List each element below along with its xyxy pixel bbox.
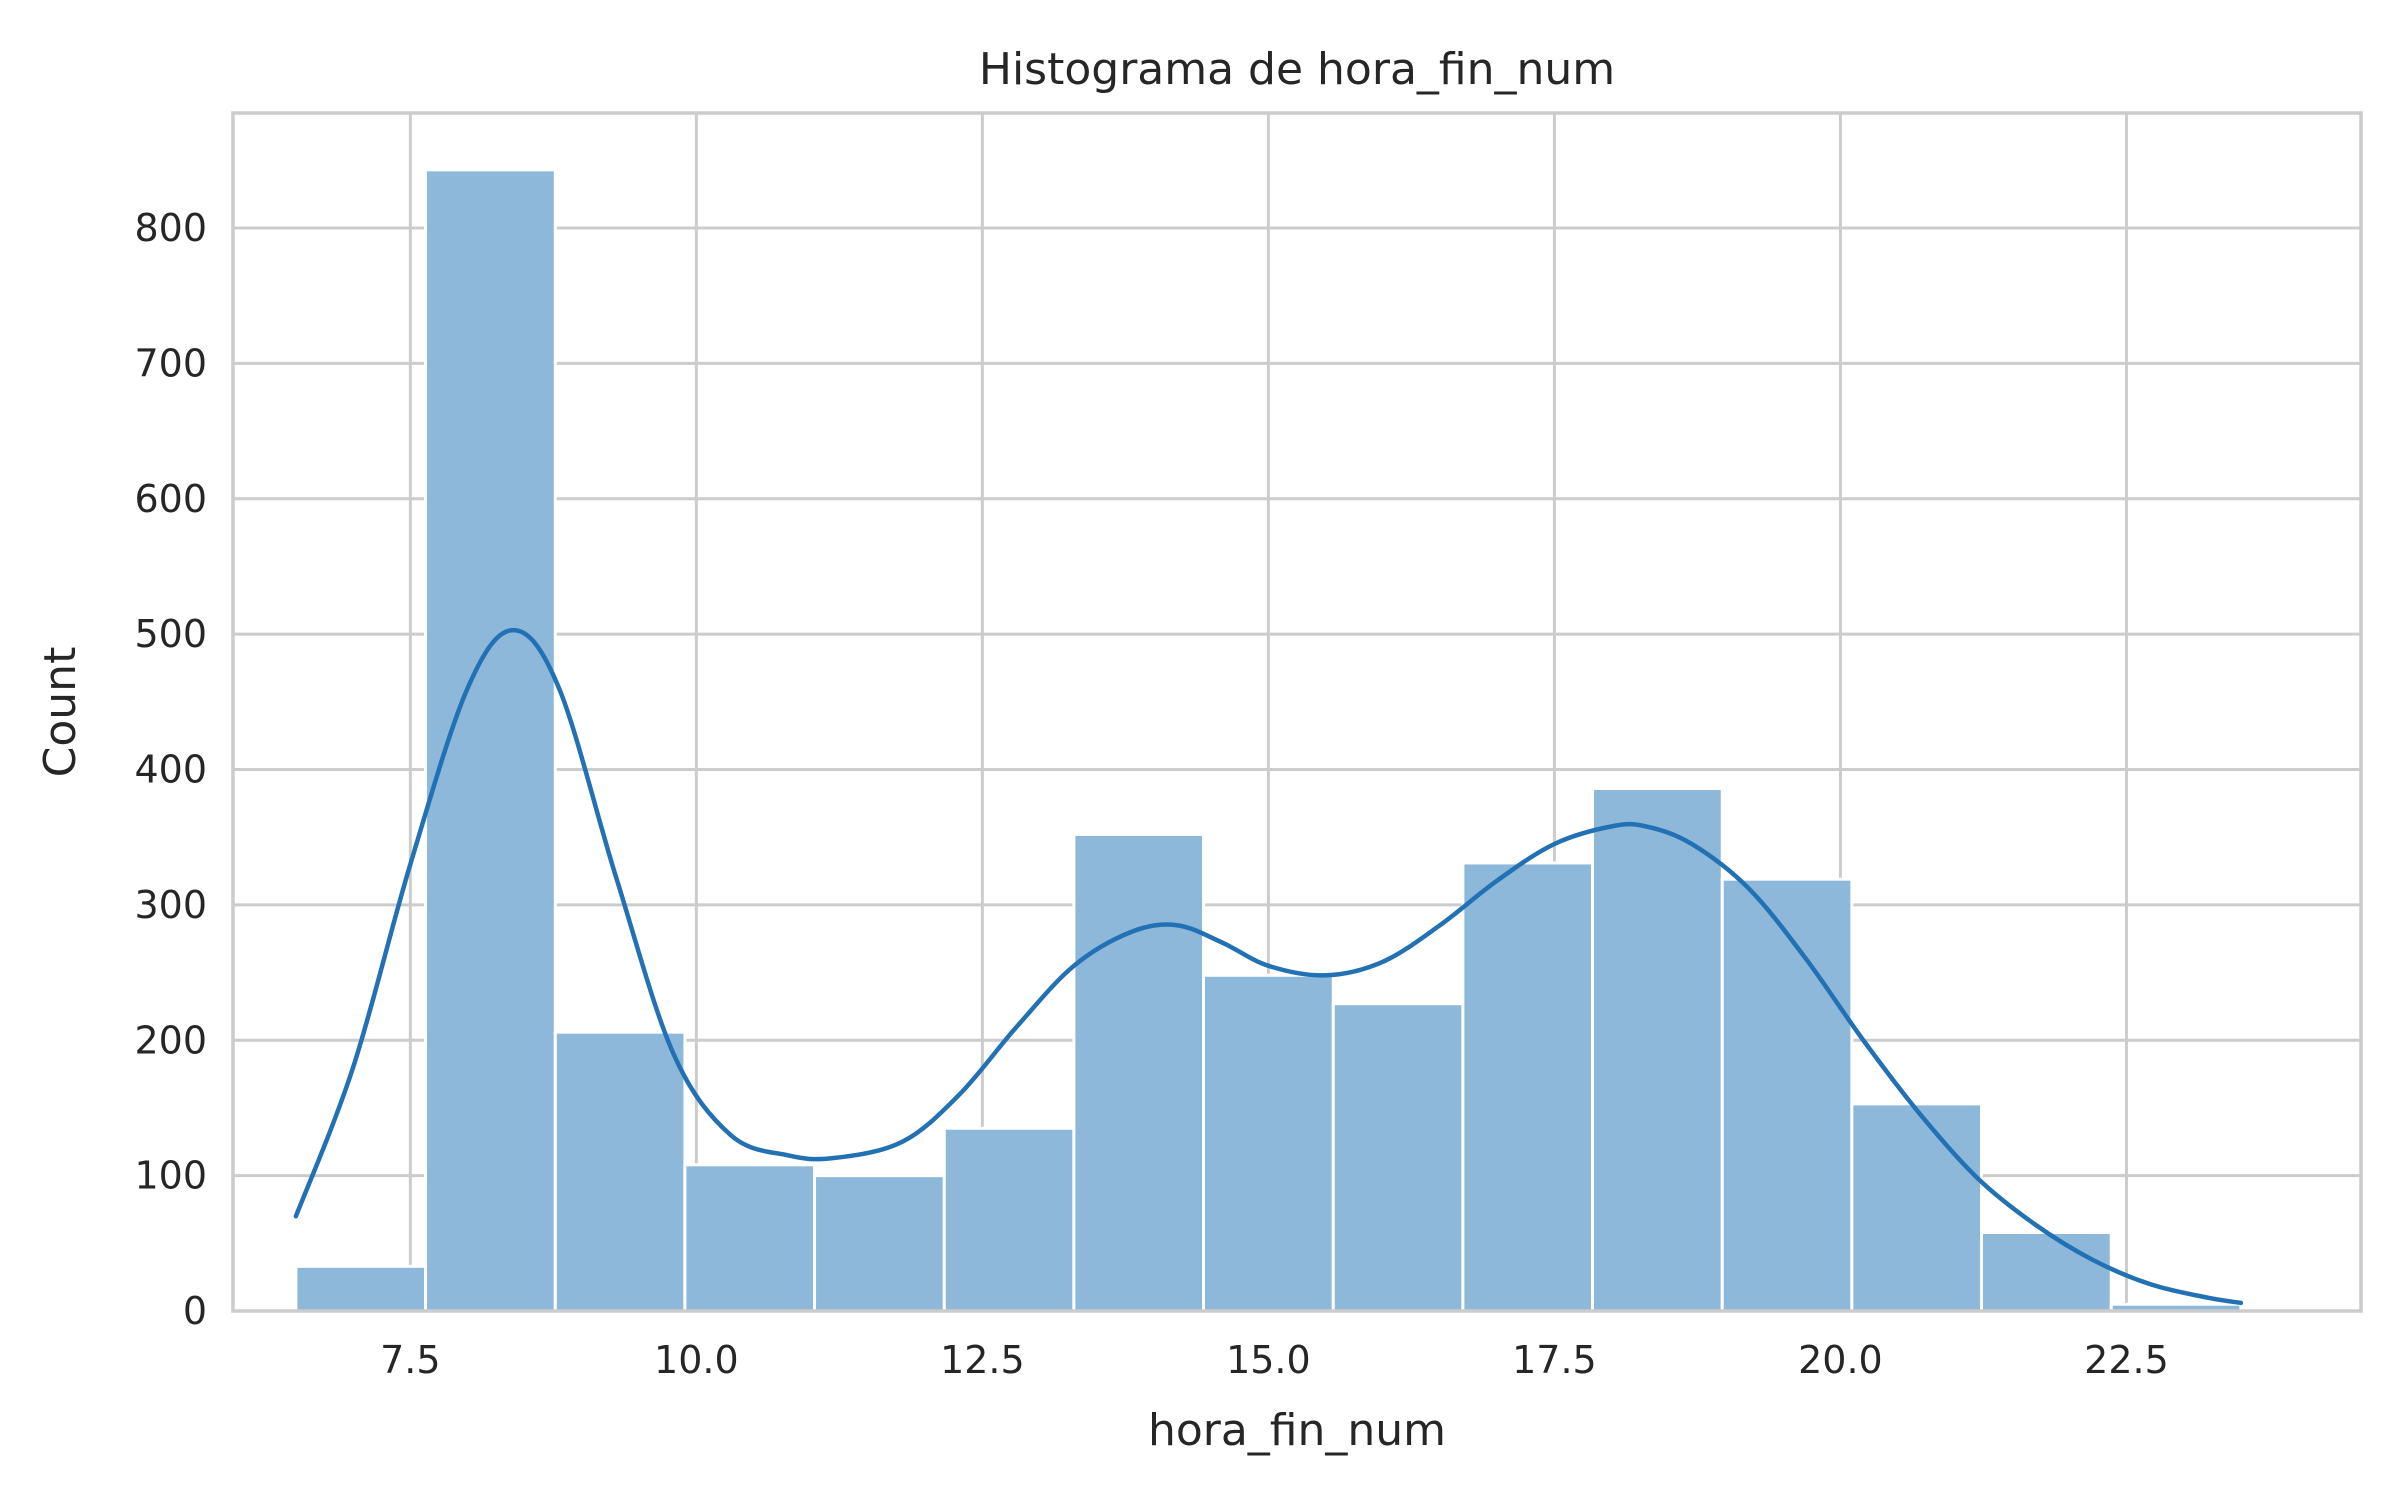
grid-lines	[233, 113, 2361, 1313]
histogram-bar	[813, 1174, 946, 1313]
x-tick-label: 12.5	[940, 1338, 1025, 1382]
kde-curve-group	[293, 627, 2244, 1306]
histogram-bar	[553, 1030, 687, 1313]
y-tick-label: 200	[134, 1018, 207, 1062]
y-tick-labels: 0 100 200 300 400 500 600 700 800	[134, 206, 207, 1333]
y-tick-label: 300	[134, 883, 207, 927]
x-tick-label: 20.0	[1798, 1338, 1883, 1382]
histogram-bar	[1591, 786, 1724, 1313]
chart-title: Histograma de hora_fin_num	[979, 44, 1615, 95]
histogram-bar	[1461, 861, 1595, 1313]
x-tick-label: 7.5	[380, 1338, 440, 1382]
y-tick-label: 0	[183, 1289, 207, 1333]
x-tick-label: 22.5	[2084, 1338, 2169, 1382]
x-axis-label: hora_fin_num	[1148, 1405, 1446, 1456]
histogram-bar	[1202, 973, 1335, 1313]
plot-frame	[231, 111, 2363, 1313]
y-axis-label: Count	[35, 647, 86, 778]
histogram-bar	[1072, 833, 1206, 1313]
histogram-bar	[1720, 877, 1854, 1313]
histogram-bar	[1980, 1230, 2113, 1313]
x-tick-labels: 7.5 10.0 12.5 15.0 17.5 20.0 22.5	[380, 1338, 2169, 1382]
y-tick-label: 800	[134, 206, 207, 250]
histogram-bar	[1850, 1102, 1984, 1313]
kde-line	[293, 627, 2244, 1306]
histogram-bar	[424, 168, 557, 1313]
x-tick-label: 15.0	[1226, 1338, 1311, 1382]
histogram-bar	[942, 1126, 1076, 1313]
histogram-bar	[683, 1163, 817, 1313]
y-tick-label: 400	[134, 748, 207, 792]
y-tick-label: 600	[134, 477, 207, 521]
histogram-bars	[294, 168, 2243, 1313]
histogram-bar	[1331, 1002, 1465, 1313]
histogram-bar	[294, 1264, 428, 1313]
x-tick-label: 10.0	[654, 1338, 739, 1382]
x-tick-label: 17.5	[1512, 1338, 1597, 1382]
y-tick-label: 700	[134, 341, 207, 385]
y-tick-label: 500	[134, 612, 207, 656]
y-tick-label: 100	[134, 1154, 207, 1198]
